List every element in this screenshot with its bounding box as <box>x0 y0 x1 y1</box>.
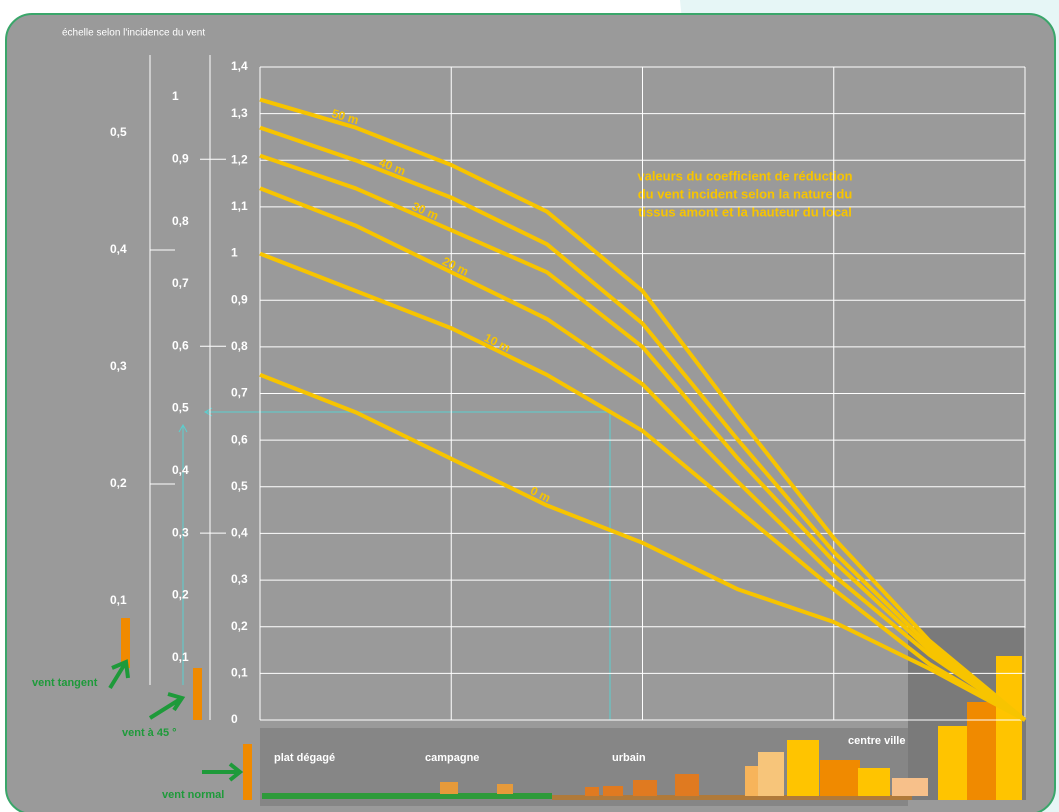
y2-tick-label: 1 <box>172 89 179 103</box>
chart-title: échelle selon l'incidence du vent <box>62 28 205 39</box>
y-tick-label: 0,9 <box>231 292 248 306</box>
landscape-decoration <box>121 618 1022 800</box>
category-label: campagne <box>425 752 479 764</box>
y-tick-label: 0,3 <box>231 572 248 586</box>
series-line <box>259 186 1027 722</box>
y2-tick-label: 0,6 <box>172 338 189 352</box>
y3-tick-label: 0,1 <box>110 593 127 607</box>
y-tick-label: 0,8 <box>231 339 248 353</box>
y2-tick-label: 0,7 <box>172 276 189 290</box>
y3-tick-label: 0,4 <box>110 242 127 256</box>
y-tick-label: 0,4 <box>231 526 248 540</box>
annotation: du vent incident selon la nature du <box>638 186 853 201</box>
y-tick-label: 0,6 <box>231 432 248 446</box>
chart-panel <box>5 13 1056 812</box>
category-label: plat dégagé <box>274 752 335 764</box>
series-line <box>259 251 1027 722</box>
y-tick-label: 1,3 <box>231 106 248 120</box>
y3-tick-label: 0,5 <box>110 125 127 139</box>
series-line <box>259 97 1027 722</box>
y-tick-label: 1,2 <box>231 152 248 166</box>
y2-tick-label: 0,9 <box>172 151 189 165</box>
y-tick-label: 0,7 <box>231 386 248 400</box>
series-line <box>259 125 1027 722</box>
y2-tick-label: 0,1 <box>172 650 189 664</box>
annotation: valeurs du coefficient de réduction <box>637 168 852 183</box>
incidence-label: vent tangent <box>32 677 98 689</box>
y2-tick-label: 0,3 <box>172 525 189 539</box>
y2-tick-label: 0,4 <box>172 463 189 477</box>
incidence-label: vent à 45 ° <box>122 727 177 739</box>
incidence-label: vent normal <box>162 789 224 801</box>
y-tick-label: 1,1 <box>231 199 248 213</box>
y-tick-label: 1,4 <box>231 59 248 73</box>
category-label: centre ville <box>848 735 905 747</box>
y-tick-label: 1 <box>231 246 238 260</box>
annotation: tissus amont et la hauteur du local <box>638 204 852 219</box>
y-tick-label: 0,2 <box>231 619 248 633</box>
y2-tick-label: 0,5 <box>172 401 189 415</box>
y-tick-label: 0,5 <box>231 479 248 493</box>
category-label: urbain <box>612 752 646 764</box>
y3-tick-label: 0,3 <box>110 359 127 373</box>
y-tick-label: 0,1 <box>231 666 248 680</box>
y2-tick-label: 0,2 <box>172 588 189 602</box>
y2-tick-label: 0,8 <box>172 214 189 228</box>
y-tick-label: 0 <box>231 712 238 726</box>
series-line <box>259 372 1026 722</box>
series-line <box>259 153 1027 722</box>
incidence-arrows <box>108 659 244 782</box>
y3-tick-label: 0,2 <box>110 476 127 490</box>
